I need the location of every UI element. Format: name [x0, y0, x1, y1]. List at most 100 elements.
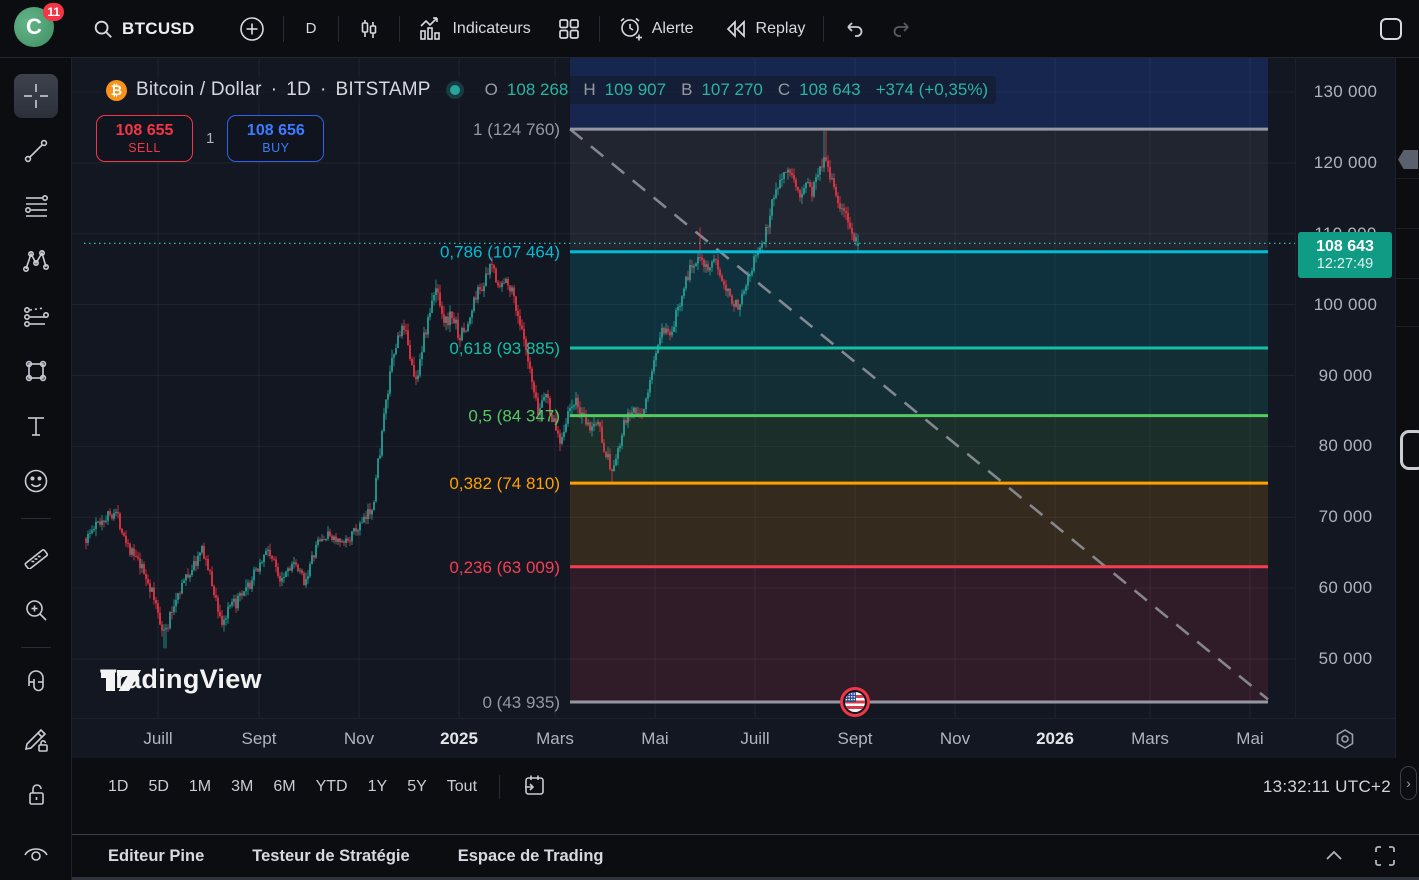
svg-text:0,382 (74 810): 0,382 (74 810)	[449, 474, 560, 493]
user-menu-button[interactable]: C 11	[14, 2, 64, 51]
search-icon	[94, 20, 112, 38]
tab-testeur-de-strat-gie[interactable]: Testeur de Stratégie	[252, 846, 410, 865]
range-button-1y[interactable]: 1Y	[367, 778, 388, 795]
alert-button[interactable]: Alerte	[610, 10, 702, 48]
redo-button[interactable]	[882, 11, 922, 47]
replay-button[interactable]: Replay	[716, 11, 814, 47]
sidebar-divider	[20, 518, 51, 519]
time-tick: Juill	[143, 728, 173, 748]
price-tick: 50 000	[1318, 649, 1373, 668]
price-tick: 90 000	[1318, 365, 1373, 385]
rectangle-icon	[25, 360, 46, 382]
ruler-icon	[24, 549, 48, 569]
svg-text:0 (43 935): 0 (43 935)	[483, 693, 561, 712]
zoom-in-icon	[25, 600, 47, 621]
window-square-icon	[1380, 17, 1402, 40]
time-axis[interactable]: Juill Sept Nov 2025 Mars Mai Juill Sept Nov 2026 M…	[72, 718, 1295, 758]
market-status-dot[interactable]	[449, 85, 460, 95]
buy-label: BUY	[262, 140, 290, 155]
replay-rewind-icon	[726, 19, 745, 38]
tool-lock-all[interactable]	[14, 772, 58, 816]
axis-settings-corner[interactable]	[1295, 718, 1395, 758]
magnet-icon	[27, 670, 44, 692]
price-tag-marker	[1398, 150, 1418, 169]
range-button-1m[interactable]: 1M	[188, 778, 212, 795]
dashed-trendline	[569, 128, 1269, 701]
range-button-5d[interactable]: 5D	[148, 778, 169, 795]
fullscreen-button[interactable]	[1369, 9, 1413, 49]
price-tick: 130 000	[1313, 82, 1378, 101]
open-value: 108 268	[506, 80, 569, 99]
tool-zoom-in[interactable]	[14, 588, 58, 632]
trade-buttons: 108 655 SELL 1 108 656 BUY	[96, 115, 325, 162]
time-tick: Mai	[641, 728, 669, 748]
range-button-6m[interactable]: 6M	[273, 778, 296, 795]
candlestick-icon	[362, 19, 377, 38]
indicators-button[interactable]: Indicateurs	[410, 10, 538, 48]
economic-event-flag-icon[interactable]	[840, 686, 870, 717]
tab-espace-de-trading[interactable]: Espace de Trading	[457, 846, 604, 865]
toolbar-separator	[282, 15, 284, 42]
alert-clock-icon	[620, 17, 642, 40]
tool-trend-line[interactable]	[14, 129, 58, 173]
tool-text[interactable]	[14, 404, 58, 448]
low-value: 107 270	[701, 80, 763, 99]
legend-exchange: BITSTAMP	[335, 79, 431, 100]
tool-crosshair[interactable]	[13, 74, 58, 118]
drawing-toolbar	[0, 58, 72, 880]
layout-grid-button[interactable]	[549, 11, 589, 47]
symbol-label: BTCUSD	[122, 18, 195, 38]
toolbar-separator	[338, 15, 340, 42]
buy-button[interactable]: 108 656 BUY	[227, 115, 325, 162]
high-value: 109 907	[604, 80, 667, 99]
tool-ruler[interactable]	[14, 533, 58, 577]
pair-title: Bitcoin / Dollar	[136, 79, 262, 100]
tab-editeur-pine[interactable]: Editeur Pine	[108, 846, 205, 865]
time-tick: 2026	[1036, 728, 1074, 748]
top-toolbar: C 11 BTCUSD D Indicateurs Alerte	[0, 0, 1419, 58]
price-tick: 70 000	[1318, 507, 1373, 527]
session-clock[interactable]: 13:32:11 UTC+2	[1262, 777, 1391, 796]
tradingview-watermark: TradingView	[100, 664, 262, 695]
chart-pane[interactable]: 1 (124 760) 0,786 (107 464) 0,618 (93 885)…	[72, 58, 1295, 718]
panel-toggle-icon[interactable]	[1400, 430, 1419, 470]
maximize-panel-icon[interactable]	[1373, 844, 1397, 868]
undo-button[interactable]	[834, 11, 874, 47]
tool-forecast[interactable]	[14, 294, 58, 338]
range-button-ytd[interactable]: YTD	[315, 778, 348, 795]
range-button-tout[interactable]: Tout	[446, 778, 478, 795]
tool-eye[interactable]	[14, 827, 58, 871]
interval-button[interactable]: D	[305, 20, 317, 37]
tool-fib-retracement[interactable]	[14, 184, 58, 228]
order-quantity[interactable]: 1	[206, 130, 215, 147]
replay-label: Replay	[755, 19, 806, 37]
chevron-up-icon[interactable]	[1321, 843, 1347, 869]
tool-emoji[interactable]	[14, 459, 58, 503]
range-button-5y[interactable]: 5Y	[407, 778, 427, 795]
tool-magnet[interactable]	[14, 662, 58, 706]
tool-rectangle[interactable]	[14, 349, 58, 393]
last-price-badge[interactable]: 108 643 12:27:49	[1298, 232, 1392, 278]
crosshair-icon	[23, 84, 48, 108]
price-tick: 100 000	[1313, 294, 1378, 314]
fib-lines	[570, 127, 1268, 704]
right-panel-handle[interactable]: ›	[1400, 766, 1417, 800]
tool-xabcd-pattern[interactable]	[14, 239, 58, 283]
chart-legend[interactable]: ₿ Bitcoin / Dollar · 1D · BITSTAMP O 108…	[98, 76, 997, 104]
fib-labels: 1 (124 760) 0,786 (107 464) 0,618 (93 885)…	[440, 120, 560, 712]
range-button-1d[interactable]: 1D	[108, 778, 129, 795]
time-tick: Nov	[939, 728, 971, 748]
notification-badge: 11	[43, 2, 64, 21]
go-to-date-button[interactable]	[512, 768, 556, 807]
bitcoin-icon: ₿	[106, 79, 127, 101]
chart-style-button[interactable]	[349, 11, 389, 47]
symbol-search-button[interactable]: BTCUSD	[84, 12, 203, 46]
close-label: C	[777, 80, 791, 99]
compare-add-button[interactable]	[231, 10, 273, 48]
sell-button[interactable]: 108 655 SELL	[96, 115, 193, 162]
tool-drawing-lock[interactable]	[14, 717, 58, 761]
range-button-3m[interactable]: 3M	[231, 778, 254, 795]
close-value: 108 643	[799, 80, 861, 99]
